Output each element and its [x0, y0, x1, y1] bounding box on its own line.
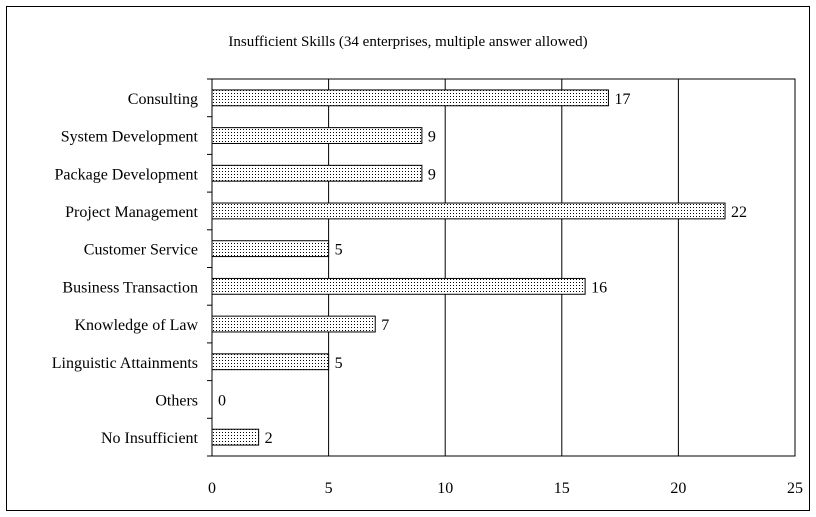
category-label: Consulting — [128, 91, 198, 108]
data-label: 2 — [265, 430, 273, 447]
bar — [211, 315, 376, 333]
data-label: 5 — [335, 242, 343, 259]
chart-title: Insufficient Skills (34 enterprises, mul… — [228, 34, 587, 50]
category-label: Package Development — [55, 166, 199, 183]
bar — [211, 202, 726, 220]
data-label: 16 — [591, 279, 607, 296]
bars — [211, 89, 726, 446]
category-label: Others — [155, 392, 198, 409]
category-label: Customer Service — [84, 242, 198, 259]
data-label: 9 — [428, 129, 436, 146]
data-label: 22 — [731, 204, 747, 221]
category-label: Project Management — [65, 204, 198, 221]
x-tick-label: 10 — [437, 480, 453, 497]
category-label: Linguistic Attainments — [52, 355, 198, 372]
data-label: 17 — [614, 91, 630, 108]
x-tick-label: 5 — [325, 480, 333, 497]
bar — [211, 277, 586, 295]
x-tick-label: 0 — [208, 480, 216, 497]
axes — [207, 78, 212, 457]
category-label: System Development — [61, 129, 199, 146]
bar — [211, 89, 609, 107]
bar — [211, 164, 423, 182]
x-tick-label: 20 — [670, 480, 686, 497]
bar — [211, 353, 330, 371]
category-label: No Insufficient — [101, 430, 199, 447]
bar — [211, 240, 330, 258]
data-label: 7 — [381, 317, 389, 334]
x-tick-label: 15 — [554, 480, 570, 497]
bar — [211, 127, 423, 144]
category-label: Knowledge of Law — [74, 317, 198, 334]
data-label: 5 — [335, 355, 343, 372]
data-label: 9 — [428, 166, 436, 183]
category-label: Business Transaction — [62, 279, 198, 296]
x-tick-label: 25 — [787, 480, 803, 497]
data-label: 0 — [218, 392, 226, 409]
bar — [211, 428, 260, 446]
